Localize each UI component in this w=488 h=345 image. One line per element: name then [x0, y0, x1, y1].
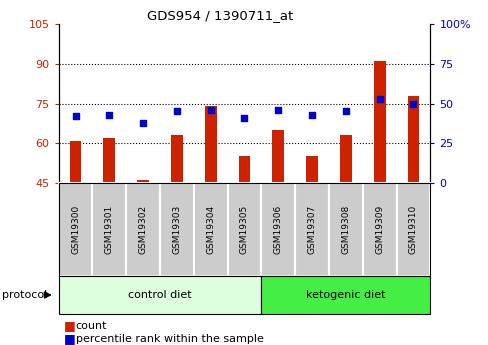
Bar [204, 106, 216, 183]
Text: GSM19305: GSM19305 [240, 205, 248, 254]
Text: protocol: protocol [2, 290, 48, 300]
Bar [238, 156, 250, 183]
Point [341, 109, 349, 114]
Point [206, 107, 214, 112]
Point [173, 109, 181, 114]
Text: ■: ■ [63, 332, 75, 345]
Point [307, 112, 315, 117]
Text: GDS954 / 1390711_at: GDS954 / 1390711_at [146, 9, 293, 22]
Point [139, 120, 147, 125]
Text: GSM19310: GSM19310 [408, 205, 417, 254]
Text: GSM19300: GSM19300 [71, 205, 80, 254]
Bar [373, 61, 385, 183]
Text: GSM19302: GSM19302 [139, 205, 147, 254]
Point [72, 114, 80, 119]
Text: percentile rank within the sample: percentile rank within the sample [76, 334, 263, 344]
Text: GSM19307: GSM19307 [307, 205, 316, 254]
Point [375, 96, 383, 101]
Text: GSM19303: GSM19303 [172, 205, 181, 254]
Text: GSM19306: GSM19306 [273, 205, 282, 254]
Point [105, 112, 113, 117]
Bar [171, 135, 183, 183]
Text: GSM19304: GSM19304 [206, 205, 215, 254]
Point [240, 115, 248, 120]
Text: GSM19301: GSM19301 [104, 205, 114, 254]
Point [274, 107, 282, 112]
Text: count: count [76, 321, 107, 331]
Bar [137, 180, 149, 183]
Text: control diet: control diet [128, 290, 191, 300]
Text: ■: ■ [63, 319, 75, 333]
Bar [305, 156, 317, 183]
Text: GSM19308: GSM19308 [341, 205, 349, 254]
Bar [407, 96, 419, 183]
Text: ketogenic diet: ketogenic diet [305, 290, 385, 300]
Bar [339, 135, 351, 183]
Bar [272, 130, 284, 183]
Bar [103, 138, 115, 183]
Text: GSM19309: GSM19309 [374, 205, 384, 254]
Bar [69, 140, 81, 183]
Point [408, 101, 416, 106]
